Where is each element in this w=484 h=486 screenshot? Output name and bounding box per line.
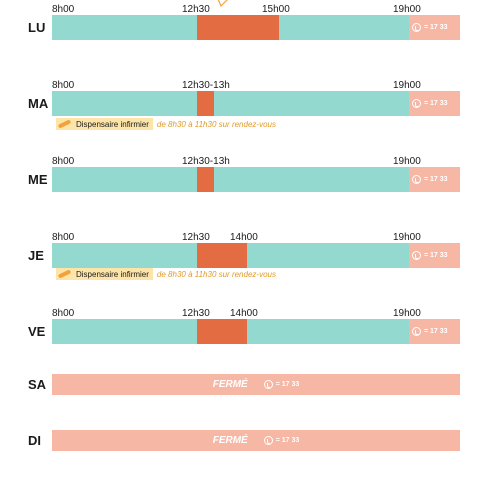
day-label-me: ME <box>28 172 48 187</box>
lu-time-lunch-start: 12h30 <box>182 4 210 15</box>
lu-time-close: 19h00 <box>393 4 421 15</box>
phone-icon <box>412 99 421 108</box>
ve-afternoon-segment <box>247 319 409 344</box>
dispensary-note-text: de 8h30 à 11h30 sur rendez-vous <box>156 269 276 279</box>
ve-morning-segment <box>52 319 197 344</box>
ma-time-close: 19h00 <box>393 80 421 91</box>
me-phone-segment: = 17 33 <box>409 167 460 192</box>
dispensary-badge: Dispensaire infirmier <box>56 118 153 130</box>
ve-time-close: 19h00 <box>393 308 421 319</box>
lu-time-lunch-end: 15h00 <box>262 4 290 15</box>
me-time-open: 8h00 <box>52 156 75 167</box>
je-phone-number: = 17 33 <box>424 252 448 259</box>
sa-closed-label: FERMÉ <box>212 379 248 390</box>
phone-icon <box>412 327 421 336</box>
je-schedule-bar: = 17 33 <box>52 243 460 268</box>
pointer-mark-icon <box>217 0 228 8</box>
je-dispensary-note: Dispensaire infirmier de 8h30 à 11h30 su… <box>56 268 276 280</box>
lu-schedule-bar: = 17 33 <box>52 15 460 40</box>
ve-time-lunch-start: 12h30 <box>182 308 210 319</box>
ve-phone-number: = 17 33 <box>424 328 448 335</box>
sa-phone: = 17 33 <box>263 380 300 389</box>
je-phone-segment: = 17 33 <box>409 243 460 268</box>
me-time-close: 19h00 <box>393 156 421 167</box>
je-time-lunch-start: 12h30 <box>182 232 210 243</box>
me-time-lunch: 12h30-13h <box>182 156 230 167</box>
ve-lunch-segment <box>197 319 247 344</box>
me-phone-number: = 17 33 <box>424 176 448 183</box>
phone-icon <box>412 23 421 32</box>
ma-time-lunch: 12h30-13h <box>182 80 230 91</box>
lu-phone-segment: = 17 33 <box>409 15 460 40</box>
ve-time-open: 8h00 <box>52 308 75 319</box>
ma-phone-segment: = 17 33 <box>409 91 460 116</box>
je-morning-segment <box>52 243 197 268</box>
day-label-ve: VE <box>28 324 46 339</box>
je-afternoon-segment <box>247 243 409 268</box>
day-label-di: DI <box>28 433 41 448</box>
ma-afternoon-segment <box>214 91 409 116</box>
di-closed-bar: FERMÉ = 17 33 <box>52 430 460 451</box>
di-closed-label: FERMÉ <box>212 435 248 446</box>
phone-icon <box>263 436 273 445</box>
ma-phone-number: = 17 33 <box>424 100 448 107</box>
di-phone: = 17 33 <box>263 436 300 445</box>
di-phone-number: = 17 33 <box>275 437 300 444</box>
sa-closed-bar: FERMÉ = 17 33 <box>52 374 460 395</box>
lu-morning-segment <box>52 15 197 40</box>
me-afternoon-segment <box>214 167 409 192</box>
ma-dispensary-note: Dispensaire infirmier de 8h30 à 11h30 su… <box>56 118 276 130</box>
me-morning-segment <box>52 167 197 192</box>
phone-icon <box>412 175 421 184</box>
ma-time-open: 8h00 <box>52 80 75 91</box>
ma-morning-segment <box>52 91 197 116</box>
syringe-icon <box>58 120 73 128</box>
me-schedule-bar: = 17 33 <box>52 167 460 192</box>
lu-lunch-segment <box>197 15 279 40</box>
dispensary-note-text: de 8h30 à 11h30 sur rendez-vous <box>156 119 276 129</box>
je-lunch-segment <box>197 243 247 268</box>
phone-icon <box>412 251 421 260</box>
phone-icon <box>263 380 273 389</box>
day-label-lu: LU <box>28 20 46 35</box>
je-time-close: 19h00 <box>393 232 421 243</box>
dispensary-badge: Dispensaire infirmier <box>56 268 153 280</box>
syringe-icon <box>58 270 73 278</box>
ma-lunch-segment <box>197 91 214 116</box>
je-time-open: 8h00 <box>52 232 75 243</box>
lu-time-open: 8h00 <box>52 4 75 15</box>
ve-schedule-bar: = 17 33 <box>52 319 460 344</box>
day-label-sa: SA <box>28 377 47 392</box>
ve-phone-segment: = 17 33 <box>409 319 460 344</box>
ve-time-lunch-end: 14h00 <box>230 308 258 319</box>
lu-afternoon-segment <box>279 15 409 40</box>
dispensary-badge-label: Dispensaire infirmier <box>76 269 149 279</box>
day-label-ma: MA <box>28 96 49 111</box>
day-label-je: JE <box>28 248 44 263</box>
lu-phone-number: = 17 33 <box>424 24 448 31</box>
dispensary-badge-label: Dispensaire infirmier <box>76 119 149 129</box>
sa-phone-number: = 17 33 <box>275 381 300 388</box>
me-lunch-segment <box>197 167 214 192</box>
je-time-lunch-end: 14h00 <box>230 232 258 243</box>
ma-schedule-bar: = 17 33 <box>52 91 460 116</box>
